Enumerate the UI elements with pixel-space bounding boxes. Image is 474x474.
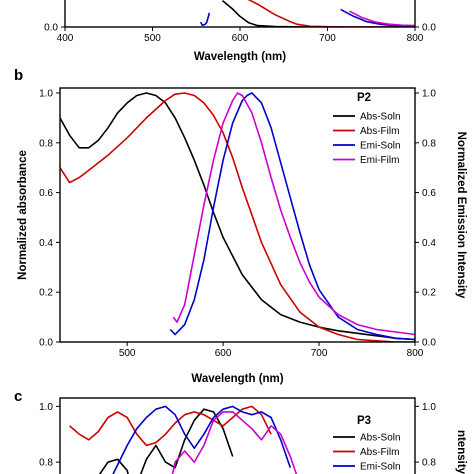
x-axis-label: Wavelength (nm) bbox=[194, 51, 286, 63]
chart-panel-c: 0.8 1.0 0.8 1.0 ntensity c P3 Abs-Soln Abs-Film E… bbox=[14, 388, 467, 474]
series-group bbox=[60, 92, 415, 342]
x-tick-label: 800 bbox=[407, 33, 424, 44]
x-tick-label: 500 bbox=[119, 348, 136, 359]
y-tick-label-left: 0.0 bbox=[44, 23, 58, 34]
series-group bbox=[69, 405, 298, 474]
series-group bbox=[199, 0, 415, 27]
y-tick-label-left: 1.0 bbox=[39, 88, 53, 99]
chart-panel-b: 500 600 700 8000.00.20.40.60.81.00.00.20.40… bbox=[14, 67, 467, 385]
y-axis-label-right: ntensity bbox=[455, 430, 467, 474]
series-line bbox=[340, 8, 415, 27]
series-line-emi-soln bbox=[112, 405, 292, 474]
y-tick-label-right: 0.4 bbox=[422, 238, 436, 249]
legend-label: Abs-Film bbox=[360, 447, 399, 458]
series-line-abs-film bbox=[69, 405, 272, 447]
x-tick-label: 400 bbox=[57, 33, 74, 44]
x-tick-label: 700 bbox=[319, 33, 336, 44]
plot-frame bbox=[64, 0, 416, 28]
y-tick-label-left: 0.8 bbox=[39, 138, 53, 149]
y-tick-label-right: 0.6 bbox=[422, 188, 436, 199]
legend: Abs-Soln Abs-Film Emi-Soln Emi-Film bbox=[333, 112, 401, 166]
y-axis-label-right: Normalized Emission Intensity bbox=[455, 132, 467, 299]
x-tick-label: 600 bbox=[232, 33, 249, 44]
legend-label: Emi-Soln bbox=[360, 141, 401, 152]
y-tick-label-right: 0.8 bbox=[422, 138, 436, 149]
panel-letter: b bbox=[14, 67, 23, 84]
y-tick-label-left: 1.0 bbox=[39, 402, 53, 413]
series-line bbox=[247, 0, 415, 27]
x-tick-label: 500 bbox=[144, 33, 161, 44]
plot-frame bbox=[59, 87, 416, 343]
panel-title: P2 bbox=[357, 92, 371, 104]
legend-label: Emi-Soln bbox=[360, 462, 401, 473]
y-tick-label-left: 0.2 bbox=[39, 288, 53, 299]
x-tick-label: 600 bbox=[215, 348, 232, 359]
y-tick-label-left: 0.6 bbox=[39, 188, 53, 199]
y-tick-label-right: 0.0 bbox=[422, 338, 436, 349]
legend-label: Abs-Soln bbox=[360, 112, 401, 123]
y-tick-label-right: 1.0 bbox=[422, 402, 436, 413]
legend-label: Emi-Film bbox=[360, 155, 399, 166]
y-tick-label-right: 0.8 bbox=[422, 458, 436, 469]
y-tick-label-right: 0.2 bbox=[422, 288, 436, 299]
series-line-abs-film bbox=[60, 92, 415, 342]
series-line-abs-soln bbox=[98, 408, 234, 474]
series-line bbox=[199, 12, 211, 27]
y-tick-label-right: 0.0 bbox=[422, 23, 436, 34]
plot-frame bbox=[59, 397, 416, 474]
legend-label: Abs-Film bbox=[360, 126, 399, 137]
x-tick-label: 800 bbox=[407, 348, 424, 359]
y-tick-label-left: 0.8 bbox=[39, 458, 53, 469]
y-tick-label-right: 1.0 bbox=[422, 88, 436, 99]
series-line-emi-film bbox=[172, 92, 415, 336]
y-tick-label-left: 0.4 bbox=[39, 238, 53, 249]
y-tick-label-left: 0.0 bbox=[39, 338, 53, 349]
series-line bbox=[349, 10, 415, 27]
panel-letter: c bbox=[14, 388, 22, 405]
x-tick-label: 700 bbox=[311, 348, 328, 359]
legend-label: Abs-Soln bbox=[360, 433, 401, 444]
series-line-abs-soln bbox=[60, 92, 415, 341]
x-axis-label: Wavelength (nm) bbox=[191, 373, 283, 385]
series-line-emi-film bbox=[171, 411, 298, 474]
series-line-emi-soln bbox=[169, 92, 415, 341]
y-axis-label-left: Normalized absorbance bbox=[17, 150, 29, 280]
panel-title: P3 bbox=[357, 415, 371, 427]
